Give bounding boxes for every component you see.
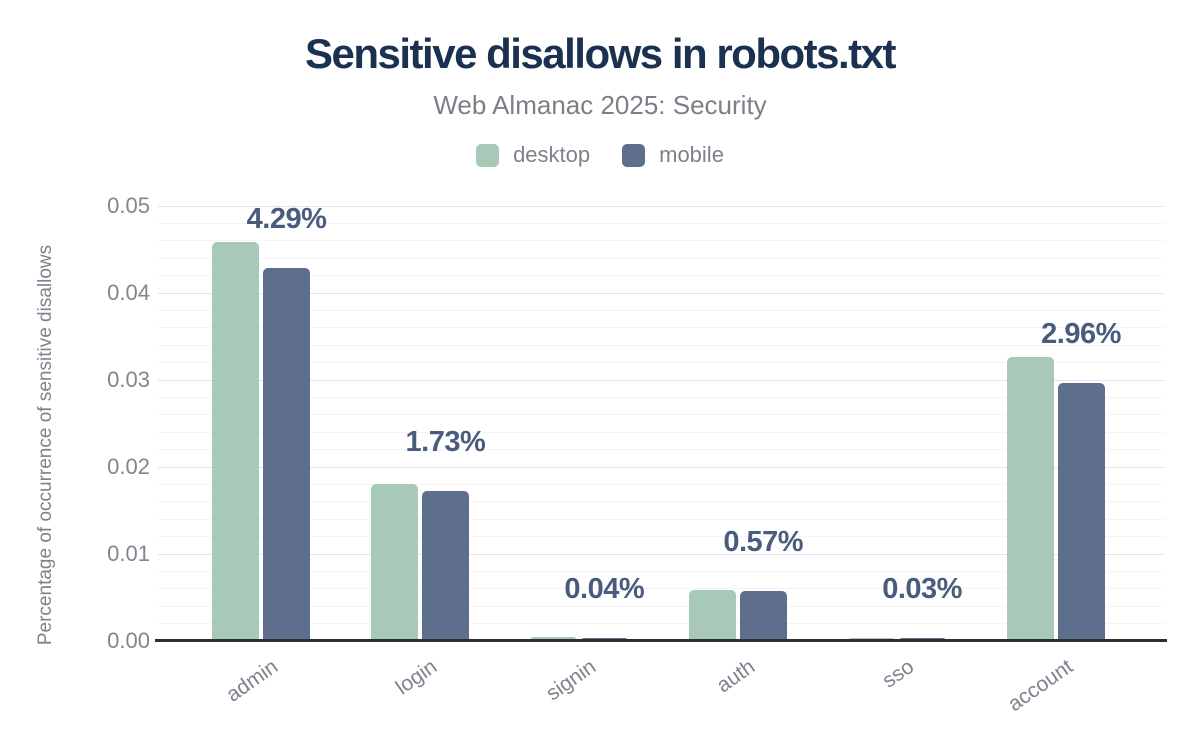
minor-gridline [158,309,1164,311]
bar-value-label: 2.96% [1041,318,1121,351]
minor-gridline [158,588,1164,590]
minor-gridline [158,275,1164,277]
bar-desktop-login[interactable] [370,483,418,641]
bar-value-label: 1.73% [405,425,486,458]
minor-gridline [158,431,1164,433]
legend-item-desktop: desktop [476,142,590,168]
x-tick-label-login: login [391,655,442,700]
minor-gridline [158,518,1164,520]
chart-subtitle: Web Almanac 2025: Security [433,90,767,120]
legend: desktop mobile [0,142,1200,168]
bar-mobile-admin[interactable] [263,267,310,641]
x-tick-label-signin: signin [541,655,600,706]
bar-mobile-auth[interactable] [739,591,787,641]
minor-gridline [158,222,1164,224]
x-axis-line [155,639,1167,642]
minor-gridline [158,344,1164,346]
legend-swatch-mobile [622,143,646,167]
minor-gridline [158,396,1164,398]
bar-value-label: 0.04% [564,572,645,605]
y-tick-label: 0.04 [107,280,150,305]
minor-gridline [158,536,1164,538]
minor-gridline [158,570,1164,572]
bar-desktop-account[interactable] [1006,356,1054,641]
minor-gridline [158,257,1164,259]
minor-gridline [158,362,1164,364]
bar-value-label: 0.57% [723,526,804,559]
legend-swatch-desktop [476,143,500,167]
legend-label: mobile [659,142,724,167]
minor-gridline [158,483,1164,485]
major-gridline [158,205,1164,207]
y-axis-title: Percentage of occurrence of sensitive di… [35,244,56,646]
bar-value-label: 4.29% [246,202,327,235]
minor-gridline [158,605,1164,607]
legend-item-mobile: mobile [622,142,724,168]
major-gridline [158,292,1164,294]
legend-label: desktop [513,142,591,167]
y-tick-label: 0.02 [107,454,150,479]
bar-mobile-login[interactable] [421,490,469,641]
major-gridline [158,466,1164,468]
bar-value-label: 0.03% [882,573,962,606]
bar-mobile-account[interactable] [1057,383,1105,641]
minor-gridline [158,449,1164,451]
major-gridline [158,553,1164,555]
minor-gridline [158,240,1164,242]
chart-title: Sensitive disallows in robots.txt [305,30,896,77]
y-tick-label: 0.01 [107,541,150,566]
bar-desktop-auth[interactable] [688,589,736,641]
y-tick-label: 0.03 [107,367,150,392]
major-gridline [158,379,1164,381]
x-tick-label-admin: admin [222,655,283,707]
minor-gridline [158,501,1164,503]
y-tick-label: 0.05 [107,193,150,218]
bar-desktop-admin[interactable] [212,241,259,641]
x-tick-label-account: account [1003,655,1077,717]
minor-gridline [158,414,1164,416]
x-tick-label-auth: auth [712,655,759,698]
x-tick-label-sso: sso [877,655,918,693]
y-tick-label: 0.00 [107,628,150,653]
bar-desktop-signin[interactable] [529,636,577,641]
minor-gridline [158,623,1164,625]
minor-gridline [158,327,1164,329]
